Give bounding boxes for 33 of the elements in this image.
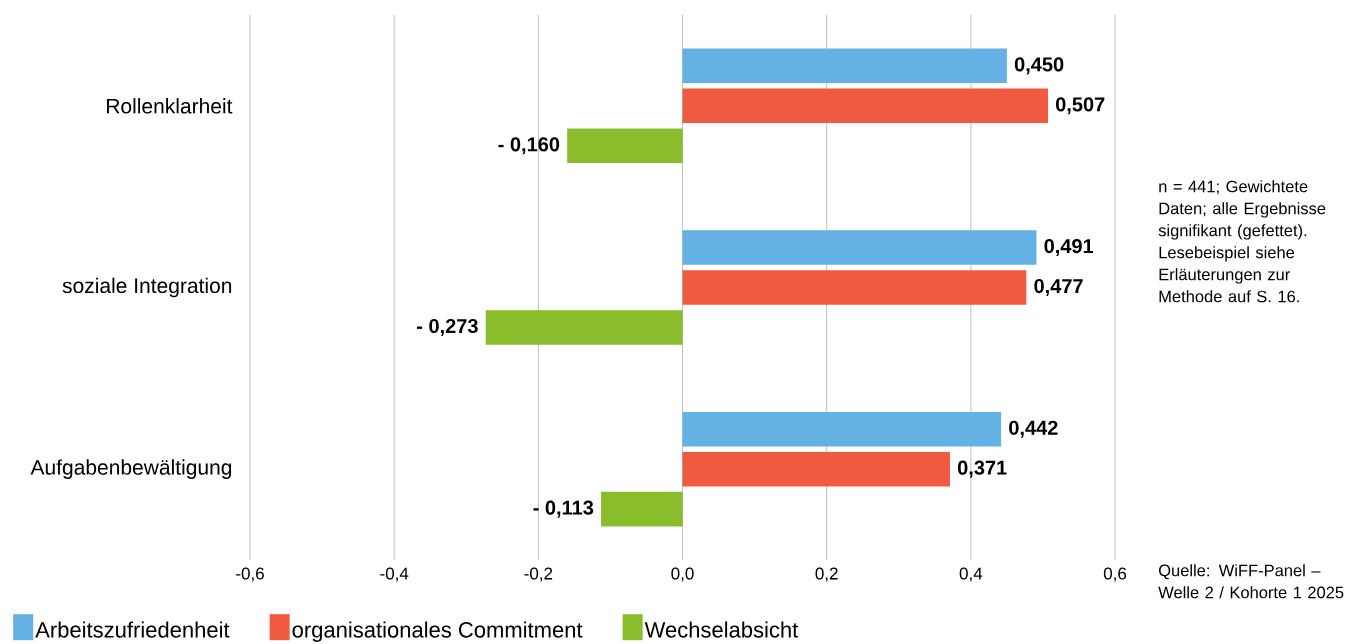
data-label: - 0,273 (417, 318, 478, 336)
data-label: 0,442 (1009, 420, 1058, 438)
data-label: 0,371 (957, 460, 1007, 478)
bar (682, 451, 950, 487)
bar (485, 310, 683, 345)
legend-label: organisationales Commitment (292, 621, 583, 642)
legend-label: Arbeitszufriedenheit (35, 621, 230, 638)
x-tick-label: 0,2 (815, 567, 838, 582)
data-label: - 0,113 (533, 500, 594, 518)
data-label: 0,477 (1034, 278, 1083, 297)
legend-label: Wechselabsicht (644, 621, 799, 638)
bar (682, 411, 1002, 447)
x-tick-label: 0,4 (959, 567, 983, 582)
x-tick-label: -0,2 (524, 567, 553, 582)
text: n = 441; Gewichtete Daten; alle Ergebnisse signifikant (gefettet). Lesebeispiel siehe Erläuterungen zur Methode auf S. 16. (1158, 180, 1326, 303)
bar (682, 48, 1007, 84)
data-label: 0,491 (1044, 238, 1094, 257)
bar (567, 128, 683, 164)
bar (601, 491, 683, 527)
source-note: Quelle: WiFF-Panel – Welle 2 / Kohorte 1 2025 (1158, 564, 1344, 599)
y-tick-label: soziale Integration (62, 277, 232, 298)
y-tick-label: Rollenklarheit (106, 98, 233, 114)
bar (682, 270, 1027, 305)
data-label: 0,450 (1014, 57, 1064, 75)
y-tick-label: Aufgabenbewältigung (30, 459, 232, 479)
bar (682, 88, 1048, 124)
data-label: 0,507 (1055, 97, 1105, 115)
data-label: - 0,160 (498, 137, 560, 155)
x-tick-label: 0,0 (671, 567, 694, 582)
x-tick-label: -0,6 (236, 567, 264, 582)
bar (682, 230, 1037, 265)
x-tick-label: 0,6 (1103, 567, 1127, 582)
x-tick-label: -0,4 (380, 567, 409, 582)
